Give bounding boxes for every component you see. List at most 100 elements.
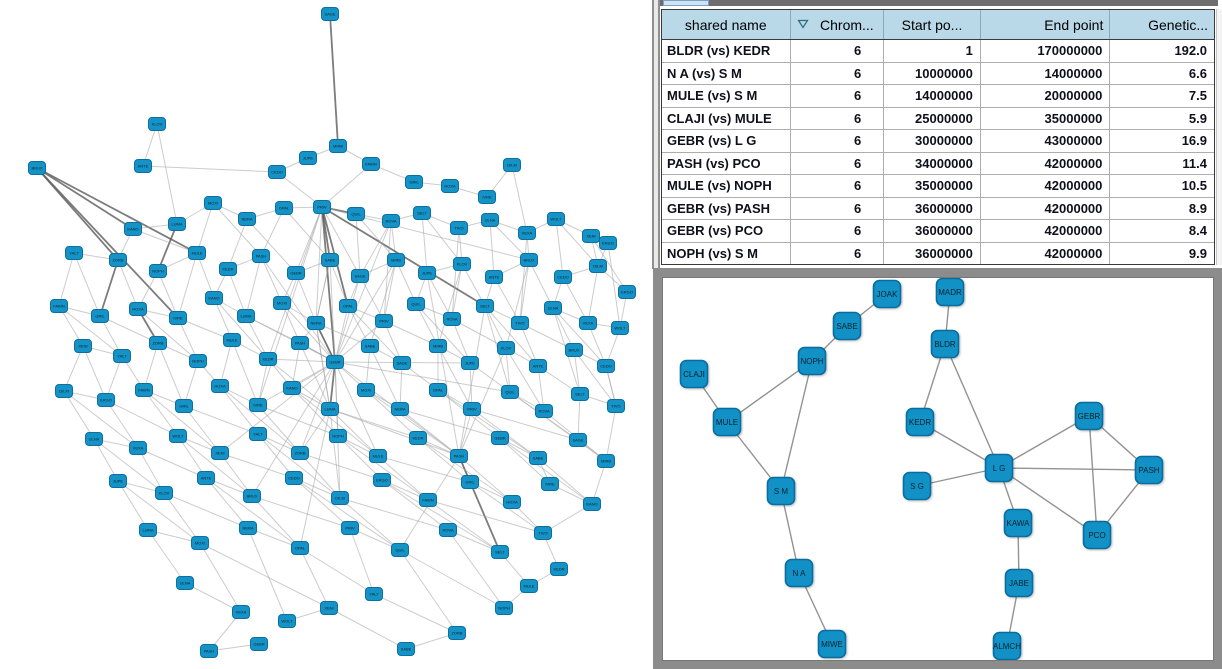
graph-node[interactable]: ANTE	[197, 471, 215, 485]
node-shape[interactable]	[541, 477, 559, 491]
table-row[interactable]: MULE (vs) NOPH 6 35000000 42000000 10.5	[662, 175, 1214, 198]
node-shape[interactable]	[109, 474, 127, 488]
node-shape[interactable]	[1082, 520, 1112, 550]
node-shape[interactable]	[329, 139, 347, 153]
node-shape[interactable]	[491, 545, 509, 559]
graph-node[interactable]: KANO	[205, 291, 223, 305]
graph-node[interactable]: MADR	[935, 278, 965, 307]
node-shape[interactable]	[109, 253, 127, 267]
graph-node[interactable]: GRIL	[91, 309, 109, 323]
graph-node[interactable]: KEDR	[409, 431, 427, 445]
node-shape[interactable]	[935, 278, 965, 307]
graph-node[interactable]: GRIL	[175, 399, 193, 413]
graph-node[interactable]: MOXI	[204, 196, 222, 210]
graph-node[interactable]: S M	[766, 476, 796, 506]
graph-node[interactable]: PRIV	[463, 402, 481, 416]
graph-node[interactable]: ALMCH	[992, 631, 1022, 660]
node-shape[interactable]	[188, 246, 206, 260]
graph-node[interactable]: LUMA	[168, 217, 186, 231]
graph-node[interactable]: BRUX	[520, 253, 538, 267]
graph-node[interactable]: HOXA	[441, 179, 459, 193]
graph-node[interactable]: BRUX	[28, 161, 46, 175]
graph-node[interactable]: WOLT	[169, 429, 187, 443]
graph-node[interactable]: MULE	[188, 246, 206, 260]
graph-node[interactable]: XENI	[211, 446, 229, 460]
node-shape[interactable]	[784, 558, 814, 588]
graph-node[interactable]: SABE	[321, 253, 339, 267]
graph-node[interactable]: XENI	[320, 601, 338, 615]
graph-node[interactable]: KEDR	[259, 352, 277, 366]
graph-node[interactable]: PCO	[1082, 520, 1112, 550]
node-shape[interactable]	[211, 379, 229, 393]
graph-node[interactable]: NOPH	[329, 429, 347, 443]
graph-node[interactable]: MOXI	[357, 383, 375, 397]
graph-node[interactable]: OPAL	[429, 383, 447, 397]
graph-node[interactable]: BRUX	[565, 343, 583, 357]
column-header-end-point[interactable]: End point	[981, 10, 1111, 39]
node-shape[interactable]	[461, 475, 479, 489]
node-shape[interactable]	[872, 279, 902, 309]
node-shape[interactable]	[448, 626, 466, 640]
graph-node[interactable]: HOXA	[503, 495, 521, 509]
node-shape[interactable]	[450, 221, 468, 235]
graph-node[interactable]: KLOV	[453, 257, 471, 271]
node-shape[interactable]	[393, 356, 411, 370]
node-shape[interactable]	[307, 316, 325, 330]
graph-node[interactable]: PASH	[200, 644, 218, 658]
node-shape[interactable]	[291, 541, 309, 555]
graph-node[interactable]: KEDR	[219, 262, 237, 276]
node-shape[interactable]	[461, 356, 479, 370]
node-shape[interactable]	[278, 614, 296, 628]
node-shape[interactable]	[547, 212, 565, 226]
graph-node[interactable]: QUIL	[407, 297, 425, 311]
node-shape[interactable]	[291, 446, 309, 460]
graph-node[interactable]: GRIL	[405, 175, 423, 189]
graph-node[interactable]: SAGE	[569, 433, 587, 447]
graph-node[interactable]: DILM	[589, 259, 607, 273]
node-shape[interactable]	[571, 387, 589, 401]
graph-node[interactable]: YALT	[249, 427, 267, 441]
graph-node[interactable]: ERGO	[373, 473, 391, 487]
table-scrollbar[interactable]	[1216, 9, 1222, 265]
node-shape[interactable]	[85, 432, 103, 446]
node-shape[interactable]	[113, 349, 131, 363]
graph-node[interactable]: PRIV	[375, 314, 393, 328]
graph-node[interactable]: MULE	[712, 407, 742, 437]
node-shape[interactable]	[149, 264, 167, 278]
node-shape[interactable]	[905, 407, 935, 437]
graph-node[interactable]: CLAJI	[679, 359, 709, 389]
node-shape[interactable]	[766, 476, 796, 506]
node-shape[interactable]	[313, 200, 331, 214]
node-shape[interactable]	[902, 471, 932, 501]
node-shape[interactable]	[481, 213, 499, 227]
graph-node[interactable]: JOAK	[872, 279, 902, 309]
graph-node[interactable]: IVRE	[541, 477, 559, 491]
node-shape[interactable]	[511, 316, 529, 330]
node-shape[interactable]	[491, 431, 509, 445]
node-shape[interactable]	[204, 196, 222, 210]
panel-splitter[interactable]	[652, 0, 660, 269]
graph-node[interactable]: ANTE	[134, 159, 152, 173]
graph-node[interactable]: SAGE	[351, 269, 369, 283]
edge-attribute-table[interactable]: shared name Chrom... Start po... End point G…	[661, 9, 1215, 265]
graph-node[interactable]: NOPH	[189, 354, 207, 368]
graph-node[interactable]: ROVA	[439, 523, 457, 537]
node-shape[interactable]	[28, 161, 46, 175]
graph-node[interactable]: HOXA	[129, 302, 147, 316]
node-shape[interactable]	[930, 329, 960, 359]
graph-node[interactable]: N A	[784, 558, 814, 588]
graph-node[interactable]: GEBR	[1074, 401, 1104, 431]
node-shape[interactable]	[331, 491, 349, 505]
node-shape[interactable]	[583, 497, 601, 511]
node-shape[interactable]	[243, 489, 261, 503]
node-shape[interactable]	[373, 473, 391, 487]
graph-node[interactable]: NERA	[238, 212, 256, 226]
node-shape[interactable]	[529, 359, 547, 373]
node-shape[interactable]	[219, 262, 237, 276]
node-shape[interactable]	[618, 285, 636, 299]
node-shape[interactable]	[579, 316, 597, 330]
graph-node[interactable]: CEDO	[554, 270, 572, 284]
node-shape[interactable]	[550, 562, 568, 576]
graph-node[interactable]: LUMA	[139, 523, 157, 537]
graph-node[interactable]: QUIL	[501, 385, 519, 399]
